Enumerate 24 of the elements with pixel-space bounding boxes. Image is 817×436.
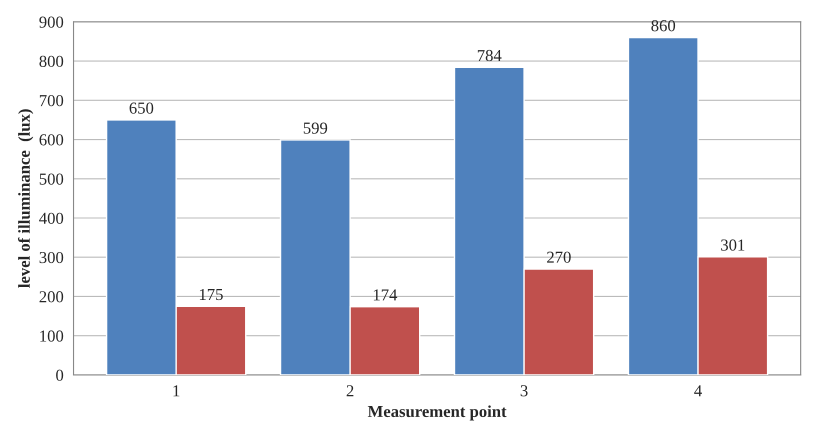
y-tick-label: 500 [40,173,64,185]
x-tick-label: 1 [173,385,180,396]
y-tick-label: 0 [56,370,64,381]
data-label: 599 [304,122,328,134]
x-tick-label: 3 [520,385,528,396]
y-tick-label: 400 [39,212,64,224]
data-label: 860 [651,20,676,32]
data-label: 301 [721,239,744,251]
data-label: 175 [200,288,223,300]
data-label: 650 [130,102,154,114]
y-tick-label: 300 [40,252,64,264]
x-tick-label: 4 [694,385,702,396]
y-axis-title: level of illuminance (lux) [18,109,34,288]
data-label: 270 [547,252,571,263]
data-label: 784 [478,50,502,62]
y-tick-label: 200 [40,291,64,302]
y-tick-label: 600 [40,134,64,146]
y-tick-label: 900 [39,16,64,28]
x-axis-title: Measurement point [368,405,507,420]
y-tick-label: 700 [40,94,64,106]
x-tick-label: 2 [346,385,354,396]
data-label: 174 [374,289,398,300]
y-tick-label: 100 [40,330,64,342]
y-tick-label: 800 [39,56,64,67]
